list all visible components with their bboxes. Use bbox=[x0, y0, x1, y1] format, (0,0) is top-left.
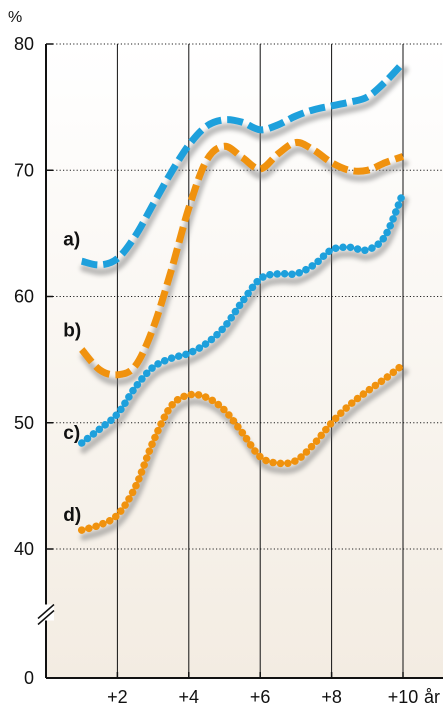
axis-break-mark-upper bbox=[37, 603, 55, 620]
series-a-line bbox=[80, 60, 406, 269]
series-d-label: d) bbox=[63, 505, 81, 526]
data-series bbox=[77, 60, 407, 534]
y-tick-label-50: 50 bbox=[14, 413, 34, 433]
plot-background bbox=[46, 44, 443, 678]
y-unit-label: % bbox=[8, 9, 22, 26]
series-c-shadow bbox=[80, 196, 409, 454]
series-b-shadow bbox=[80, 145, 409, 386]
tick-labels: 0 40 50 60 70 80 +2 +4 +6 +8 +10% år bbox=[8, 9, 440, 707]
x-tick-label-4: +4 bbox=[179, 687, 200, 707]
x-tick-label-10: +10 bbox=[388, 687, 419, 707]
y-tick-label-80: 80 bbox=[14, 34, 34, 54]
y-tick-label-70: 70 bbox=[14, 160, 34, 180]
series-shadows bbox=[80, 66, 409, 541]
series-labels: a) b) c) d) bbox=[63, 230, 81, 526]
series-b-label: b) bbox=[63, 321, 81, 342]
x-tick-label-6: +6 bbox=[250, 687, 271, 707]
series-b-line bbox=[79, 138, 405, 379]
y-tick-label-40: 40 bbox=[14, 539, 34, 559]
series-c-line bbox=[77, 189, 407, 447]
series-d-line bbox=[77, 360, 407, 534]
series-a-label: a) bbox=[63, 230, 80, 251]
axis-break-mark-lower bbox=[37, 609, 55, 626]
y-tick-label-0: 0 bbox=[24, 668, 34, 688]
y-tick-label-60: 60 bbox=[14, 287, 34, 307]
series-a-shadow bbox=[80, 66, 409, 276]
series-c-label: c) bbox=[63, 423, 80, 444]
x-unit-label: år bbox=[424, 687, 440, 707]
x-tick-label-8: +8 bbox=[321, 687, 342, 707]
axes bbox=[37, 43, 443, 679]
x-tick-label-2: +2 bbox=[107, 687, 128, 707]
